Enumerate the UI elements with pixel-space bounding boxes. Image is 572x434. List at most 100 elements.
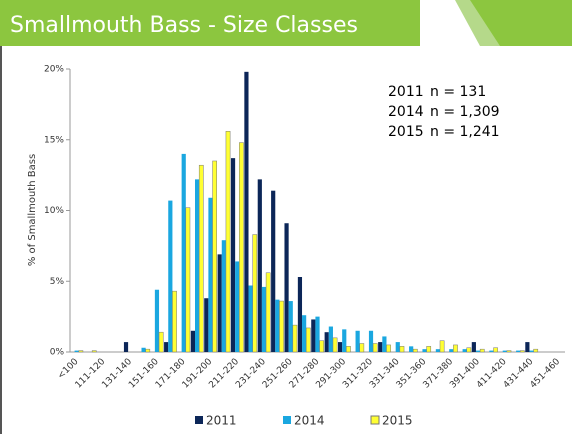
- bar: [319, 340, 325, 353]
- y-tick-label: 5%: [50, 277, 65, 287]
- annotation-year: 2015: [388, 124, 424, 140]
- bar: [372, 343, 378, 353]
- bar: [328, 326, 333, 352]
- bar: [123, 342, 129, 352]
- bar: [332, 337, 338, 353]
- bar: [284, 223, 289, 352]
- bar: [78, 350, 84, 353]
- legend-swatch: [195, 416, 203, 424]
- bar: [311, 319, 316, 352]
- annotation-n: n = 1,309: [430, 104, 500, 120]
- bar: [275, 299, 280, 352]
- bar: [466, 347, 472, 353]
- bar: [533, 348, 539, 353]
- bar: [382, 336, 387, 352]
- bar: [164, 342, 169, 352]
- bar: [529, 350, 534, 352]
- bar: [337, 342, 343, 352]
- bar: [493, 347, 498, 353]
- bar: [239, 142, 244, 353]
- bar: [181, 153, 186, 352]
- annotation-year: 2014: [388, 104, 424, 120]
- legend-swatch: [283, 416, 291, 424]
- bar: [525, 342, 530, 352]
- bar: [230, 158, 236, 352]
- bar: [399, 346, 405, 353]
- bar: [204, 298, 209, 352]
- bar: [198, 164, 204, 353]
- bar: [520, 350, 525, 353]
- bar: [475, 350, 481, 352]
- bar: [412, 348, 418, 353]
- bar: [158, 331, 164, 353]
- bar: [235, 261, 240, 352]
- bar: [342, 329, 347, 352]
- y-axis-label: % of Smallmouth Bass: [27, 154, 38, 266]
- bar: [368, 330, 374, 352]
- bar: [439, 340, 445, 353]
- bar: [324, 332, 329, 352]
- bar: [288, 301, 293, 352]
- chart-title: Smallmouth Bass - Size Classes: [10, 13, 358, 38]
- annotation-n: n = 1,241: [430, 124, 500, 140]
- legend-swatch: [370, 415, 380, 425]
- bar: [225, 131, 231, 353]
- bar: [479, 348, 485, 353]
- bar: [435, 349, 440, 352]
- bar: [185, 207, 191, 353]
- bar: [489, 350, 494, 352]
- bar: [395, 342, 400, 352]
- bar: [453, 344, 458, 353]
- bar: [471, 342, 476, 352]
- bar: [145, 348, 151, 353]
- bar: [426, 346, 432, 353]
- decoration: [470, 0, 572, 46]
- bar: [409, 346, 414, 352]
- bar: [221, 240, 226, 352]
- bar: [355, 330, 360, 352]
- bar: [378, 342, 383, 352]
- annotation-n: n = 131: [430, 84, 486, 100]
- bar: [449, 349, 454, 352]
- bar: [252, 234, 258, 353]
- bar: [217, 254, 222, 352]
- bar: [244, 71, 249, 352]
- legend-label: 2011: [206, 414, 237, 428]
- bar: [297, 277, 303, 352]
- bar: [74, 350, 79, 352]
- bar: [261, 286, 267, 352]
- bar: [502, 350, 507, 352]
- bar: [195, 179, 200, 352]
- bar: [172, 290, 177, 353]
- bar: [462, 349, 467, 352]
- bar: [279, 300, 284, 353]
- bar: [265, 272, 271, 353]
- bar: [271, 190, 276, 352]
- bar: [190, 330, 196, 352]
- bar: [305, 327, 311, 353]
- bar: [346, 346, 351, 353]
- bar: [154, 289, 160, 352]
- bar: [248, 285, 253, 352]
- legend-label: 2015: [382, 414, 413, 428]
- annotation-year: 2011: [388, 84, 424, 100]
- legend-label: 2014: [294, 414, 325, 428]
- bar: [91, 350, 97, 353]
- title-bar: [0, 0, 420, 46]
- bar: [422, 349, 427, 352]
- bar: [359, 343, 365, 353]
- bar: [386, 344, 391, 353]
- bar: [302, 315, 307, 352]
- bar: [315, 316, 320, 352]
- bar: [168, 200, 173, 352]
- bar: [292, 324, 298, 353]
- y-tick-label: 15%: [44, 135, 64, 145]
- bar: [506, 350, 512, 353]
- bar: [257, 179, 262, 352]
- bar: [208, 197, 213, 352]
- bar: [212, 160, 217, 353]
- y-tick-label: 20%: [44, 65, 64, 75]
- bar: [516, 350, 521, 352]
